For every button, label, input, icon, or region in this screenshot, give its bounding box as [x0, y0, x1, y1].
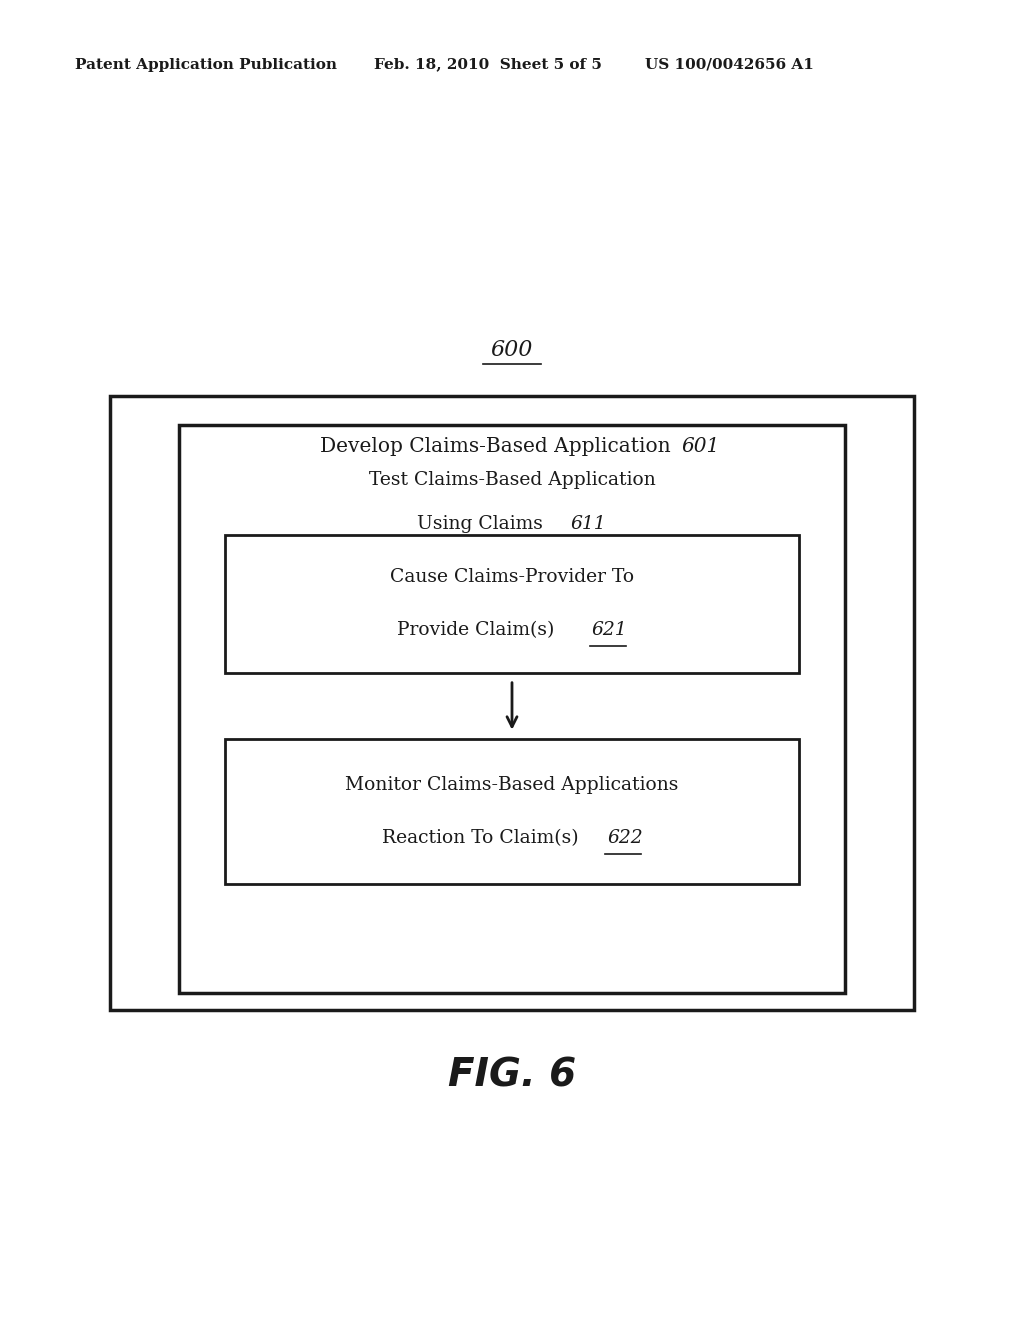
Text: 622: 622	[607, 829, 643, 847]
Text: 601: 601	[681, 437, 719, 455]
Text: 621: 621	[592, 622, 628, 639]
Text: Reaction To Claim(s): Reaction To Claim(s)	[382, 829, 591, 847]
Text: Monitor Claims-Based Applications: Monitor Claims-Based Applications	[345, 776, 679, 795]
Text: 600: 600	[490, 339, 534, 360]
Bar	[225, 535, 799, 673]
Bar	[110, 396, 914, 1010]
Text: Feb. 18, 2010  Sheet 5 of 5: Feb. 18, 2010 Sheet 5 of 5	[374, 58, 602, 71]
Text: Develop Claims-Based Application: Develop Claims-Based Application	[321, 437, 683, 455]
Text: Provide Claim(s): Provide Claim(s)	[396, 622, 566, 639]
Bar	[179, 425, 845, 993]
Bar	[225, 739, 799, 884]
Text: Patent Application Publication: Patent Application Publication	[75, 58, 337, 71]
Text: 611: 611	[570, 515, 606, 533]
Text: FIG. 6: FIG. 6	[447, 1057, 577, 1094]
Text: US 100/0042656 A1: US 100/0042656 A1	[645, 58, 814, 71]
Text: Using Claims: Using Claims	[418, 515, 555, 533]
Text: Test Claims-Based Application: Test Claims-Based Application	[369, 471, 655, 490]
Text: Cause Claims-Provider To: Cause Claims-Provider To	[390, 569, 634, 586]
